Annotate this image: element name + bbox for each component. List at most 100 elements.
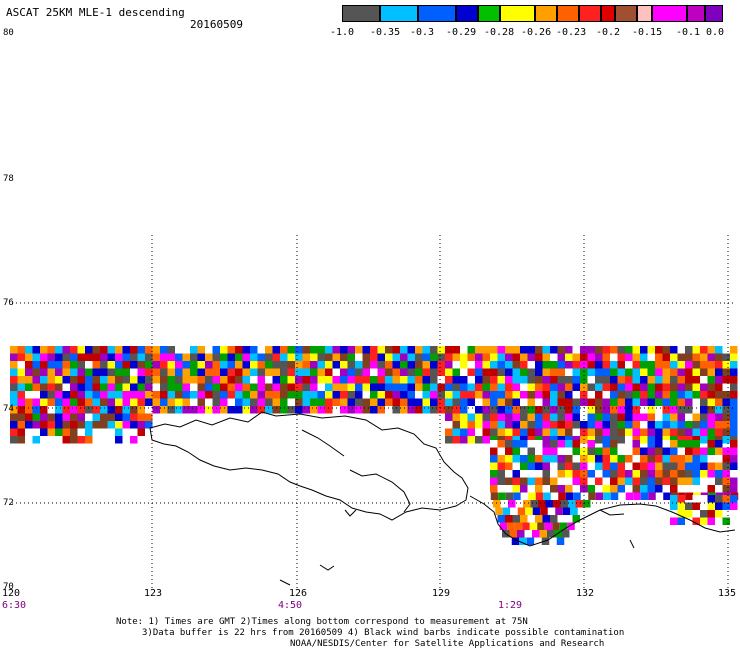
wind-cell <box>572 391 580 399</box>
wind-cell <box>47 421 55 429</box>
wind-cell <box>700 406 708 414</box>
wind-cell <box>722 368 730 376</box>
wind-cell <box>550 485 558 493</box>
wind-cell <box>490 485 498 493</box>
wind-cell <box>107 376 115 384</box>
wind-cell <box>100 398 108 406</box>
wind-cell <box>257 346 265 354</box>
wind-cell <box>505 353 513 361</box>
wind-cell <box>415 391 423 399</box>
wind-cell <box>227 353 235 361</box>
wind-cell <box>190 353 198 361</box>
wind-cell <box>707 413 715 421</box>
wind-cell <box>535 361 543 369</box>
wind-cell <box>542 428 550 436</box>
wind-cell <box>205 346 213 354</box>
lat-lon-grid <box>12 235 735 588</box>
wind-cell <box>625 346 633 354</box>
wind-cell <box>595 421 603 429</box>
wind-cell <box>415 346 423 354</box>
wind-cell <box>707 455 715 463</box>
wind-cell <box>557 421 565 429</box>
wind-cell <box>527 413 535 421</box>
wind-cell <box>715 495 723 503</box>
wind-cell <box>557 368 565 376</box>
wind-cell <box>265 376 273 384</box>
wind-cell <box>392 376 400 384</box>
wind-cell <box>145 376 153 384</box>
wind-cell <box>722 376 730 384</box>
wind-cell <box>407 383 415 391</box>
wind-cell <box>512 368 520 376</box>
wind-cell <box>700 517 708 525</box>
wind-cell <box>25 406 33 414</box>
wind-cell <box>340 383 348 391</box>
wind-cell <box>295 361 303 369</box>
wind-cell <box>107 391 115 399</box>
wind-cell <box>362 391 370 399</box>
wind-cell <box>385 391 393 399</box>
wind-cell <box>557 428 565 436</box>
wind-cell <box>257 406 265 414</box>
wind-cell <box>730 502 738 510</box>
wind-cell <box>107 398 115 406</box>
wind-cell <box>70 346 78 354</box>
wind-cell <box>302 391 310 399</box>
wind-cell <box>377 406 385 414</box>
wind-cell <box>332 346 340 354</box>
wind-cell <box>167 376 175 384</box>
wind-cell <box>580 398 588 406</box>
wind-cell <box>107 406 115 414</box>
wind-cell <box>655 447 663 455</box>
wind-cell <box>692 436 700 444</box>
wind-cell <box>602 455 610 463</box>
wind-cell <box>460 413 468 421</box>
wind-cell <box>572 485 580 493</box>
wind-cell <box>317 346 325 354</box>
wind-cell <box>17 406 25 414</box>
wind-cell <box>655 391 663 399</box>
wind-cell <box>347 376 355 384</box>
wind-cell <box>115 346 123 354</box>
wind-cell <box>573 492 581 500</box>
wind-cell <box>295 376 303 384</box>
wind-cell <box>422 353 430 361</box>
wind-cell <box>100 376 108 384</box>
wind-cell <box>587 413 595 421</box>
wind-cell <box>540 507 548 515</box>
wind-cell <box>640 421 648 429</box>
wind-cell <box>355 361 363 369</box>
wind-cell <box>647 413 655 421</box>
wind-cell <box>505 346 513 354</box>
wind-cell <box>508 500 516 508</box>
wind-cell <box>467 383 475 391</box>
wind-cell <box>115 391 123 399</box>
wind-cell <box>362 361 370 369</box>
wind-cell <box>310 391 318 399</box>
wind-cell <box>242 383 250 391</box>
wind-cell <box>32 368 40 376</box>
wind-cell <box>265 353 273 361</box>
wind-cell <box>400 353 408 361</box>
wind-cell <box>677 421 685 429</box>
wind-cell <box>580 391 588 399</box>
wind-cell <box>452 421 460 429</box>
wind-cell <box>310 406 318 414</box>
wind-cell <box>130 353 138 361</box>
wind-cell <box>85 376 93 384</box>
wind-cell <box>715 376 723 384</box>
wind-cell <box>497 462 505 470</box>
wind-cell <box>32 353 40 361</box>
wind-cell <box>130 398 138 406</box>
wind-cell <box>85 368 93 376</box>
wind-cell <box>85 391 93 399</box>
wind-cell <box>505 492 514 500</box>
wind-cell <box>505 447 513 455</box>
wind-cell <box>610 492 619 500</box>
wind-cell <box>10 391 18 399</box>
wind-cell <box>610 447 618 455</box>
wind-cell <box>625 383 633 391</box>
wind-cell <box>535 440 543 448</box>
wind-cell <box>662 361 670 369</box>
wind-cell <box>505 477 513 485</box>
